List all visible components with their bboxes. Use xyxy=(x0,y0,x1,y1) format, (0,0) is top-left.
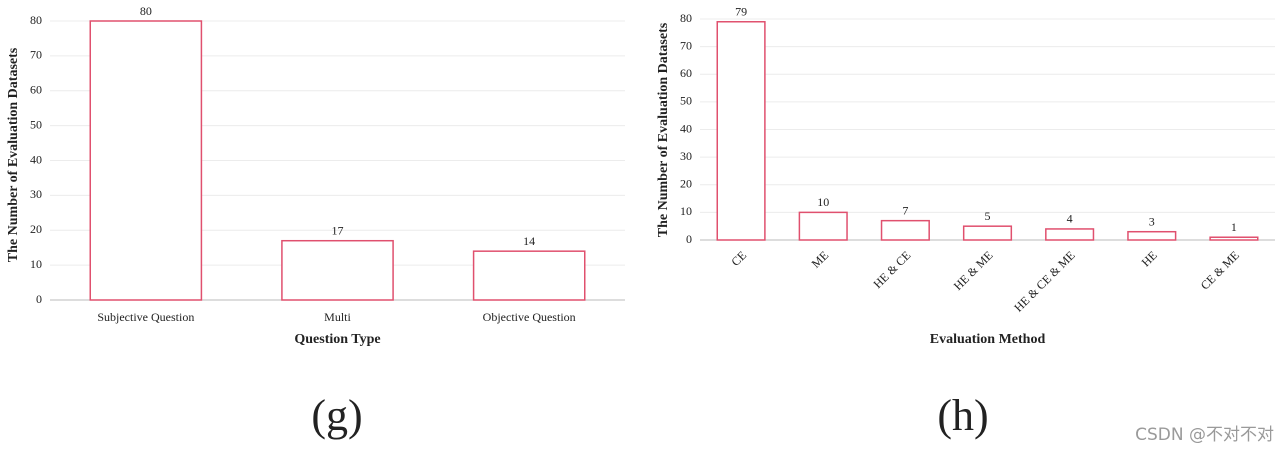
y-tick-label: 10 xyxy=(30,257,42,271)
bar xyxy=(89,20,203,301)
y-axis-title: The Number of Evaluation Datasets xyxy=(6,47,21,262)
watermark: CSDN @不对不对 xyxy=(1135,425,1274,445)
data-label: 1 xyxy=(1231,220,1237,234)
caption: (h) xyxy=(937,391,988,440)
data-label: 7 xyxy=(902,203,908,217)
y-tick-label: 60 xyxy=(30,83,42,97)
y-tick-label: 20 xyxy=(30,222,42,236)
data-label: 17 xyxy=(332,223,344,237)
x-tick-label: CE xyxy=(728,248,749,269)
bar xyxy=(281,239,394,301)
bar xyxy=(880,219,930,241)
y-tick-label: 60 xyxy=(680,66,692,80)
x-tick-label: Multi xyxy=(324,310,351,324)
y-tick-label: 70 xyxy=(30,48,42,62)
y-tick-label: 0 xyxy=(36,292,42,306)
bar xyxy=(962,225,1013,241)
y-tick-label: 80 xyxy=(30,13,42,27)
y-tick-label: 40 xyxy=(680,121,692,135)
y-tick-label: 10 xyxy=(680,204,692,218)
y-tick-label: 0 xyxy=(686,232,692,246)
x-tick-label: HE & CE & ME xyxy=(1011,248,1077,314)
y-axis-title: The Number of Evaluation Datasets xyxy=(656,22,671,237)
bar xyxy=(1045,228,1095,241)
data-label: 3 xyxy=(1149,214,1155,228)
data-label: 5 xyxy=(985,209,991,223)
bar xyxy=(1127,230,1177,241)
x-tick-label: HE xyxy=(1139,248,1160,269)
y-tick-label: 70 xyxy=(680,38,692,52)
data-label: 4 xyxy=(1067,212,1073,226)
data-label: 14 xyxy=(523,234,535,248)
x-axis-title: Question Type xyxy=(294,332,380,347)
data-label: 80 xyxy=(140,4,152,18)
y-tick-label: 50 xyxy=(680,94,692,108)
x-tick-label: ME xyxy=(809,248,832,271)
x-tick-label: Objective Question xyxy=(483,310,576,324)
y-tick-label: 40 xyxy=(30,152,42,166)
caption: (g) xyxy=(311,391,362,440)
bar xyxy=(472,250,586,301)
bar xyxy=(1209,236,1259,241)
x-tick-label: HE & ME xyxy=(951,248,996,293)
bar xyxy=(798,211,848,241)
y-tick-label: 50 xyxy=(30,117,42,131)
x-axis-title: Evaluation Method xyxy=(930,332,1046,347)
x-tick-label: HE & CE xyxy=(871,248,914,291)
x-tick-label: Subjective Question xyxy=(97,310,194,324)
x-tick-label: CE & ME xyxy=(1198,248,1242,292)
y-tick-label: 30 xyxy=(30,187,42,201)
data-label: 79 xyxy=(735,5,747,19)
y-tick-label: 30 xyxy=(680,149,692,163)
y-tick-label: 80 xyxy=(680,11,692,25)
bar xyxy=(716,21,766,241)
data-label: 10 xyxy=(817,195,829,209)
y-tick-label: 20 xyxy=(680,177,692,191)
